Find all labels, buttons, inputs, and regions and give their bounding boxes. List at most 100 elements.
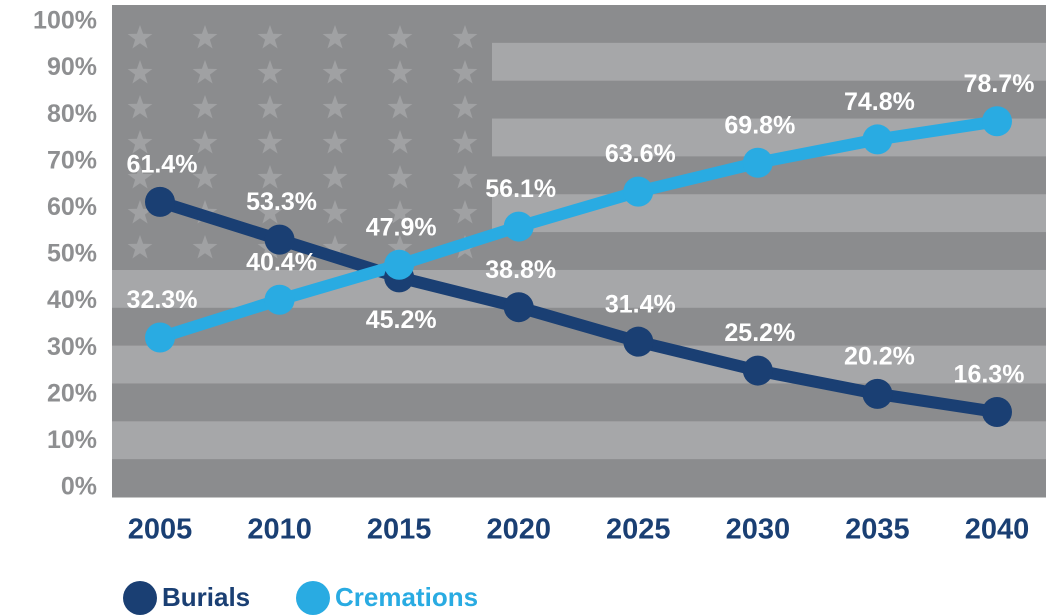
star xyxy=(257,60,283,84)
y-tick-label: 70% xyxy=(47,146,97,174)
x-tick-label: 2030 xyxy=(726,514,791,546)
star xyxy=(322,200,348,224)
canton xyxy=(112,5,492,270)
data-point xyxy=(145,186,175,217)
star xyxy=(257,165,283,189)
star xyxy=(257,130,283,154)
data-label: 47.9% xyxy=(366,213,437,241)
data-label: 78.7% xyxy=(964,70,1035,98)
data-point xyxy=(384,249,415,280)
star xyxy=(257,95,283,119)
y-tick-label: 10% xyxy=(47,426,97,454)
y-tick-label: 40% xyxy=(47,286,97,314)
star xyxy=(452,25,478,49)
star xyxy=(257,200,283,224)
data-point xyxy=(862,124,893,155)
data-label: 45.2% xyxy=(366,306,437,334)
flag-background xyxy=(112,5,1046,498)
star xyxy=(127,165,153,189)
star xyxy=(387,25,413,49)
star xyxy=(322,95,348,119)
star xyxy=(127,200,153,224)
data-label: 53.3% xyxy=(246,188,317,216)
y-tick-label: 60% xyxy=(47,193,97,221)
legend-swatch xyxy=(123,581,157,615)
star xyxy=(452,130,478,154)
data-label: 32.3% xyxy=(127,286,198,314)
data-point xyxy=(742,355,773,386)
y-tick-label: 0% xyxy=(61,473,97,501)
star xyxy=(322,25,348,49)
legend-swatch xyxy=(296,581,330,615)
x-tick-label: 2015 xyxy=(367,514,432,546)
star xyxy=(192,60,218,84)
data-point xyxy=(982,397,1012,428)
star xyxy=(127,25,153,49)
series-line xyxy=(158,115,998,344)
data-label: 61.4% xyxy=(127,150,198,178)
star xyxy=(452,60,478,84)
star xyxy=(192,235,218,259)
x-tick-label: 2040 xyxy=(965,514,1030,546)
data-label: 20.2% xyxy=(844,342,915,370)
star xyxy=(452,95,478,119)
data-point xyxy=(623,176,654,207)
x-tick-label: 2005 xyxy=(128,514,193,546)
data-label: 74.8% xyxy=(844,88,915,116)
star xyxy=(192,95,218,119)
star xyxy=(452,165,478,189)
star xyxy=(192,25,218,49)
star xyxy=(322,235,348,259)
y-tick-label: 80% xyxy=(47,100,97,128)
star xyxy=(257,25,283,49)
data-label: 31.4% xyxy=(605,290,676,318)
data-point xyxy=(145,322,175,353)
data-point xyxy=(982,106,1012,137)
star xyxy=(192,130,218,154)
star xyxy=(387,165,413,189)
star xyxy=(127,130,153,154)
data-label: 56.1% xyxy=(485,175,556,203)
star xyxy=(322,165,348,189)
y-tick-label: 100% xyxy=(33,7,97,35)
x-tick-label: 2010 xyxy=(247,514,312,546)
series-line xyxy=(158,196,998,418)
star xyxy=(127,60,153,84)
y-tick-label: 30% xyxy=(47,333,97,361)
y-tick-label: 90% xyxy=(47,53,97,81)
x-tick-label: 2035 xyxy=(845,514,910,546)
legend-label: Cremations xyxy=(335,582,478,612)
star xyxy=(322,60,348,84)
data-point xyxy=(503,292,534,323)
star xyxy=(387,130,413,154)
data-point xyxy=(862,378,893,409)
data-point xyxy=(742,147,773,178)
data-label: 63.6% xyxy=(605,140,676,168)
star xyxy=(387,235,413,259)
star xyxy=(322,130,348,154)
x-tick-label: 2020 xyxy=(486,514,551,546)
stripe xyxy=(112,421,1046,460)
legend-label: Burials xyxy=(162,582,250,612)
data-label: 38.8% xyxy=(485,256,556,284)
star xyxy=(127,235,153,259)
star xyxy=(387,60,413,84)
stripe xyxy=(112,459,1046,498)
data-label: 25.2% xyxy=(724,319,795,347)
star xyxy=(127,95,153,119)
stripe xyxy=(112,345,1046,384)
data-label: 16.3% xyxy=(954,361,1025,389)
star xyxy=(452,200,478,224)
data-label: 40.4% xyxy=(246,248,317,276)
star xyxy=(387,95,413,119)
data-point xyxy=(623,326,654,357)
data-label: 69.8% xyxy=(724,111,795,139)
x-tick-label: 2025 xyxy=(606,514,671,546)
y-tick-label: 20% xyxy=(47,379,97,407)
star xyxy=(387,200,413,224)
y-tick-label: 50% xyxy=(47,240,97,268)
star xyxy=(192,165,218,189)
data-point xyxy=(264,284,295,315)
data-point xyxy=(503,211,534,242)
